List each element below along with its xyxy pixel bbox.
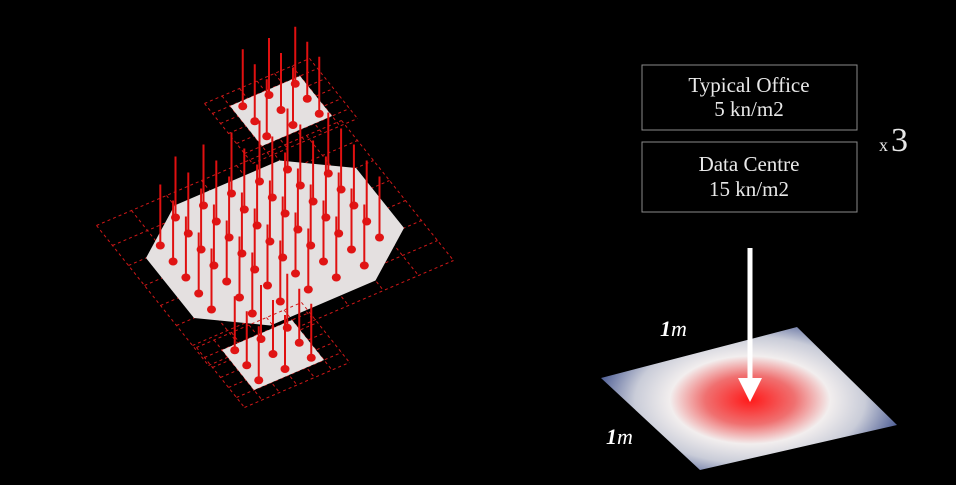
pin-base (235, 293, 244, 302)
grid-line (301, 302, 350, 363)
load-label: Typical Office (688, 73, 809, 97)
pin-base (155, 241, 165, 250)
pin-base (181, 273, 191, 282)
pin-base (280, 365, 290, 373)
pin-base (268, 350, 278, 358)
pin-base (263, 281, 272, 290)
slab-stack (96, 26, 454, 408)
pin-base (314, 109, 324, 118)
load-label: Data Centre (699, 152, 800, 176)
load-box (641, 64, 858, 131)
pin-base (347, 245, 356, 254)
dimension-label: 1m (606, 424, 633, 449)
load-value: 15 kn/m2 (709, 177, 789, 201)
multiplier-symbol: x (879, 135, 888, 155)
pin-base (194, 289, 204, 298)
pin-base (306, 353, 316, 362)
pin-base (294, 338, 304, 347)
pin-base (276, 106, 286, 114)
pin-base (250, 117, 260, 126)
dimension-value: 1 (660, 316, 671, 341)
grid-line (244, 362, 350, 408)
pin-base (331, 273, 341, 282)
load-value: 5 kn/m2 (714, 97, 783, 121)
pin-base (359, 261, 369, 270)
grid-line (252, 118, 358, 164)
pin-base (247, 309, 257, 318)
pin-base (230, 346, 240, 355)
dimension-value: 1 (606, 424, 617, 449)
pin-base (275, 297, 285, 306)
pin-base (242, 361, 252, 370)
pin-base (303, 285, 313, 294)
pin-base (262, 132, 272, 141)
pin-base (302, 94, 312, 103)
dimension-label: 1m (660, 316, 687, 341)
pin-base (319, 257, 328, 266)
grid-line (309, 58, 358, 119)
dimension-unit: m (617, 424, 633, 449)
pin-base (238, 102, 248, 111)
load-box (641, 141, 858, 213)
arrow-head (738, 378, 762, 402)
pin-base (222, 277, 232, 286)
multiplier-count: 3 (891, 122, 908, 159)
pin-base (291, 269, 300, 278)
pin-base (254, 376, 264, 385)
pin-base (168, 257, 178, 266)
pin-base (288, 121, 298, 129)
dimension-unit: m (671, 316, 687, 341)
pin-base (207, 305, 216, 314)
pin-base (375, 233, 384, 242)
